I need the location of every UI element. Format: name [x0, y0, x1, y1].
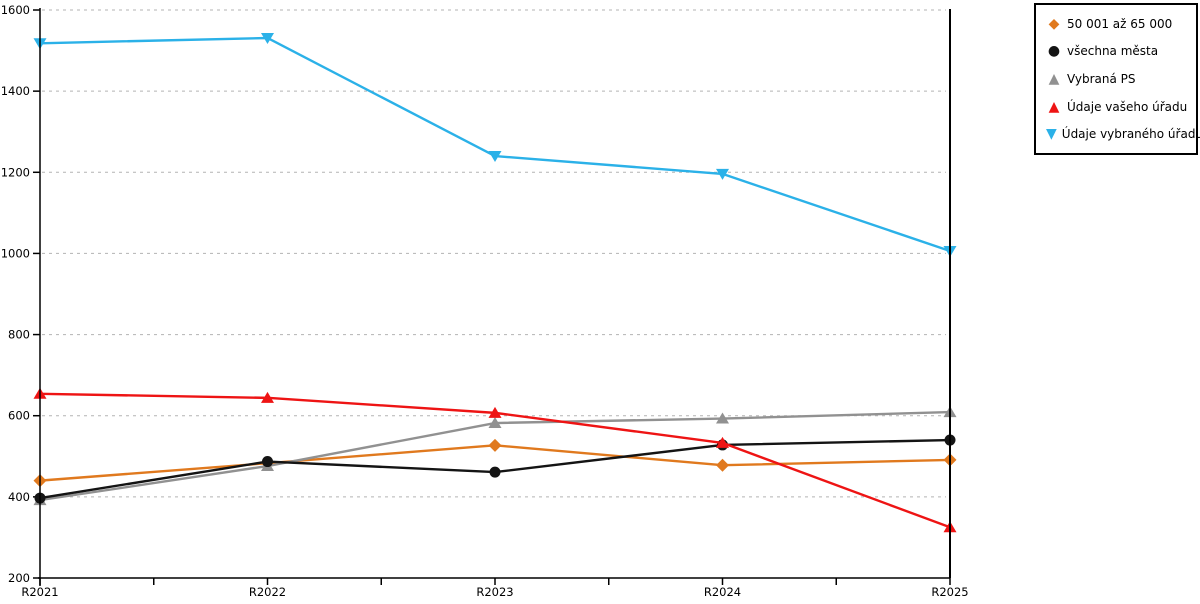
data-point-triangle-down: [261, 32, 274, 44]
legend-item: ◆ 50 001 až 65 000: [1046, 17, 1196, 31]
series-2: [33, 406, 957, 506]
y-tick-label: 400: [8, 490, 30, 504]
data-point-triangle-up: [261, 391, 274, 403]
y-tick-label: 800: [8, 328, 30, 342]
legend-item: ▲ Vybraná PS: [1046, 72, 1196, 86]
x-tick-label: R2025: [931, 585, 968, 599]
data-point-triangle-up: [716, 412, 729, 424]
triangle-down-icon: ▼: [1046, 126, 1057, 143]
legend-item: ▲ Údaje vašeho úřadu: [1046, 100, 1196, 114]
x-tick-label: R2023: [476, 585, 513, 599]
legend-label: 50 001 až 65 000: [1067, 16, 1173, 31]
y-tick-label: 1200: [1, 165, 30, 179]
legend-label: Údaje vašeho úřadu: [1067, 99, 1188, 114]
x-tick-label: R2022: [249, 585, 286, 599]
series-4: [33, 32, 957, 257]
diamond-icon: ◆: [1048, 15, 1060, 32]
x-tick-label: R2021: [21, 585, 58, 599]
data-point-triangle-up: [488, 417, 502, 429]
y-tick-label: 200: [8, 571, 30, 585]
triangle-up-icon: ▲: [1048, 70, 1060, 87]
legend-item: ● všechna města: [1046, 44, 1196, 58]
data-point-triangle-up: [488, 406, 502, 418]
data-point-diamond: [488, 438, 502, 452]
circle-icon: ●: [1047, 43, 1061, 60]
series-line: [39, 36, 951, 253]
x-tick-label: R2024: [704, 585, 741, 599]
data-point-diamond: [716, 458, 729, 472]
legend-label: všechna města: [1067, 44, 1159, 59]
data-point-triangle-up: [716, 436, 729, 448]
y-tick-label: 1000: [1, 246, 30, 260]
legend-label: Údaje vybraného úřadu: [1061, 127, 1200, 142]
data-point-circle: [489, 466, 501, 478]
series-3: [33, 387, 957, 533]
y-tick-label: 1400: [1, 84, 30, 98]
legend: ◆ 50 001 až 65 000 ● všechna města ▲ Vybraná …: [1034, 3, 1200, 155]
data-point-circle: [262, 456, 273, 468]
y-tick-label: 1600: [1, 3, 30, 17]
legend-item: ▼ Údaje vybraného úřadu: [1046, 126, 1200, 143]
y-tick-label: 600: [8, 409, 30, 423]
legend-label: Vybraná PS: [1067, 71, 1136, 86]
data-point-triangle-down: [488, 151, 502, 163]
data-point-triangle-down: [716, 168, 729, 180]
triangle-up-icon: ▲: [1048, 98, 1060, 115]
